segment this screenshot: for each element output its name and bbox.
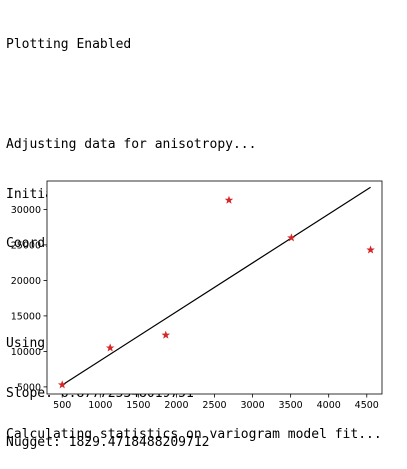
plot-series [57, 186, 375, 389]
data-point [366, 245, 375, 254]
x-tick-label: 2500 [202, 400, 226, 411]
y-tick-label: 5000 [17, 382, 41, 393]
status-line: Calculating statistics on variogram mode… [6, 427, 382, 442]
y-axis: 5000 10000 15000 20000 25000 30000 [11, 205, 47, 393]
data-point [57, 380, 67, 389]
x-tick-label: 500 [53, 400, 71, 411]
x-axis: 500 1000 1500 2000 2500 3000 3500 4000 4500 [53, 394, 379, 411]
y-tick-label: 25000 [11, 240, 41, 251]
data-point [287, 233, 296, 242]
x-tick-label: 1500 [126, 400, 150, 411]
x-tick-label: 3000 [240, 400, 264, 411]
y-tick-label: 10000 [11, 347, 41, 358]
log-line: Adjusting data for anisotropy... [6, 136, 257, 152]
x-tick-label: 3500 [279, 400, 303, 411]
model-line [61, 186, 371, 386]
data-point [161, 330, 171, 339]
x-tick-label: 1000 [88, 400, 112, 411]
y-tick-label: 30000 [11, 205, 41, 216]
x-tick-label: 4500 [355, 400, 379, 411]
y-tick-label: 20000 [11, 276, 41, 287]
variogram-plot: 500 1000 1500 2000 2500 3000 3500 4000 4500 5000… [11, 180, 383, 411]
x-tick-label: 4000 [317, 400, 341, 411]
data-point [224, 195, 234, 204]
log-line [6, 87, 256, 104]
x-tick-label: 2000 [164, 400, 188, 411]
data-point [105, 343, 115, 352]
y-tick-label: 15000 [11, 311, 41, 322]
log-line: Plotting Enabled [6, 37, 132, 53]
